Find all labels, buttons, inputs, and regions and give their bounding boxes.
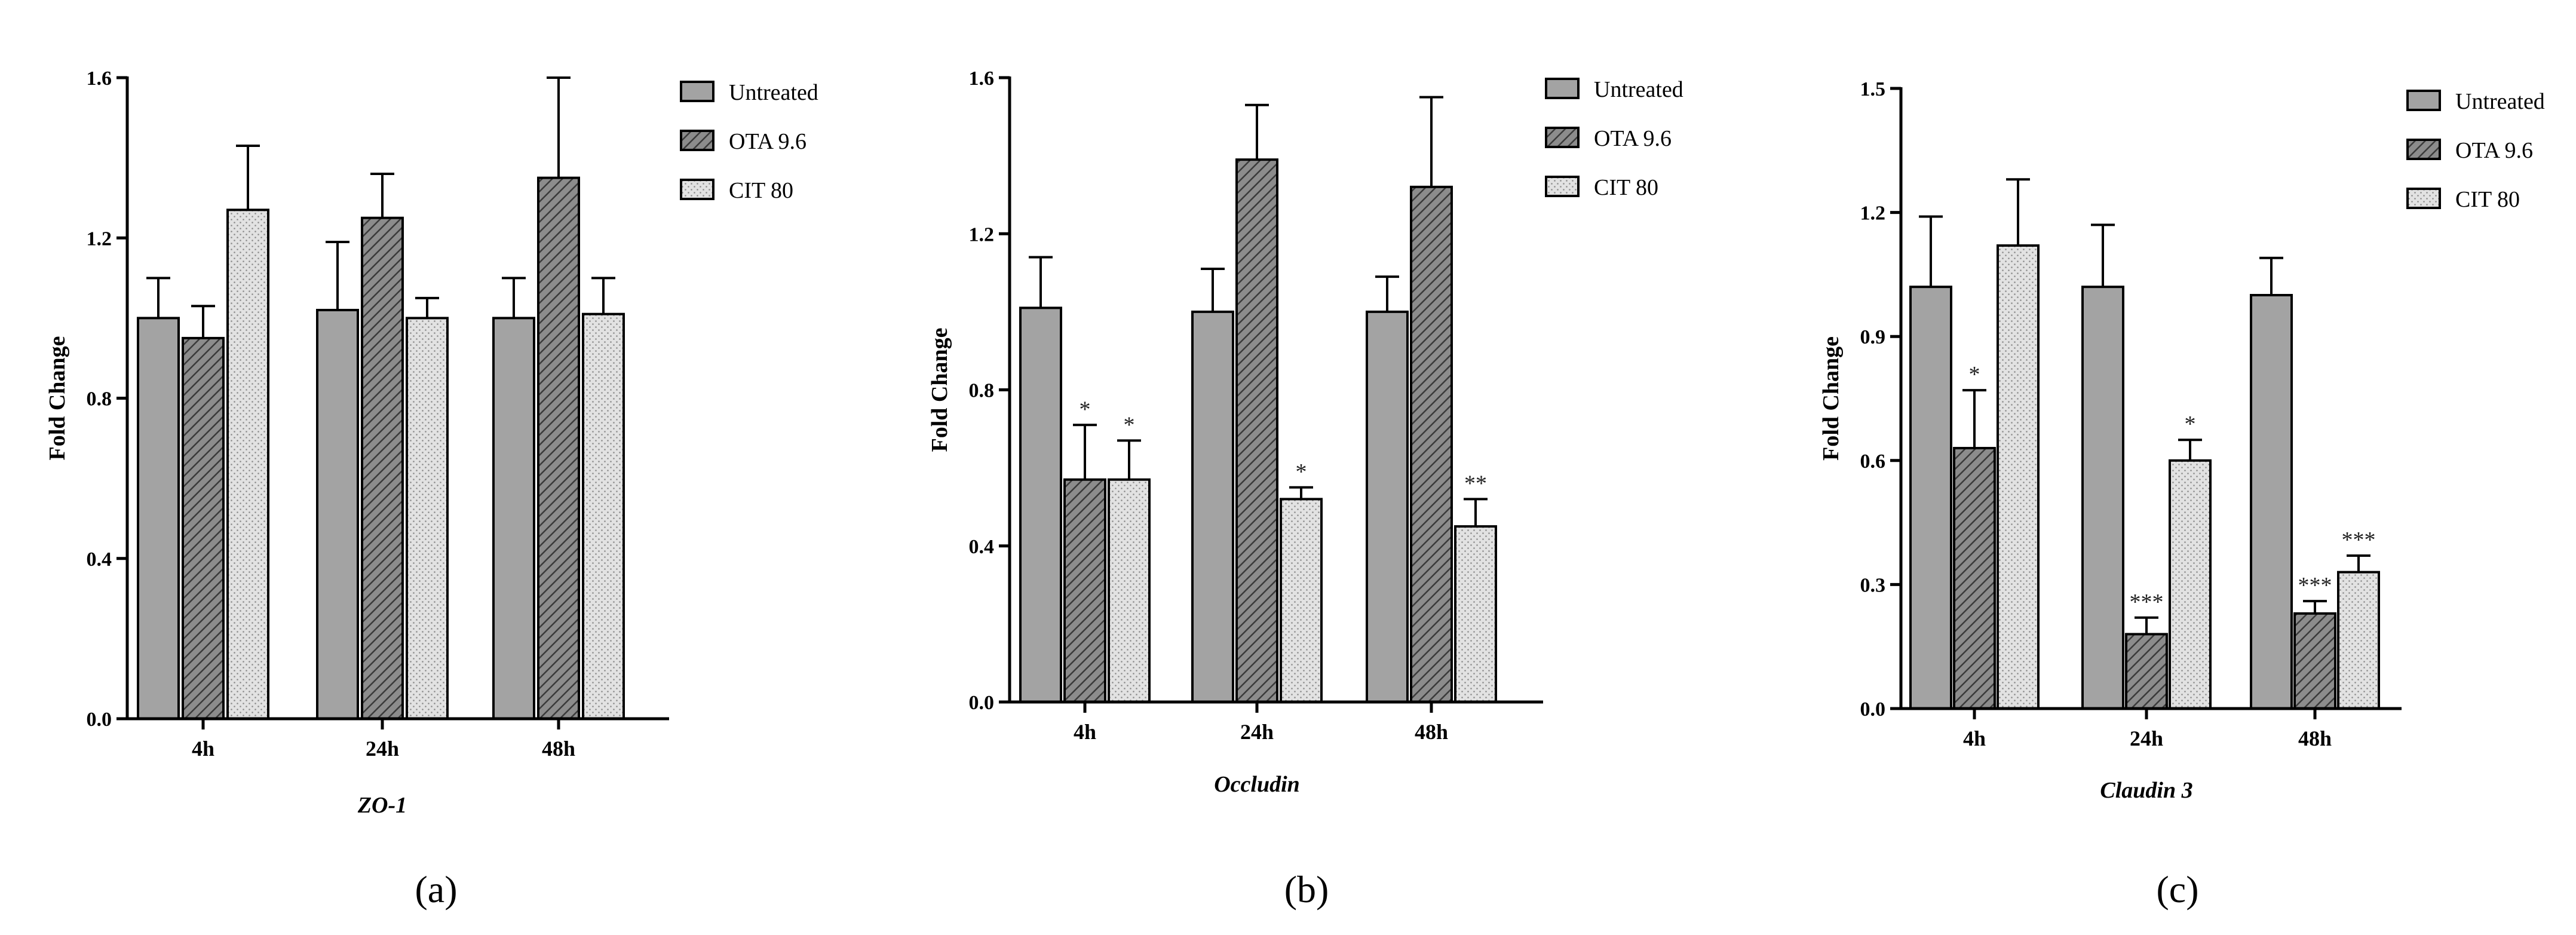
legend-label-untreated: Untreated (729, 80, 818, 105)
x-tick-label: 48h (1415, 720, 1448, 744)
significance-marker: * (1124, 412, 1135, 437)
bar-c-ota-4h (1953, 447, 1996, 710)
chart-panel-a: 0.0 0.4 0.8 1.2 1.6 4h 24h 48h Fold Change ZO-1 Un… (45, 68, 818, 911)
bar-a-cit-24h (406, 317, 449, 720)
legend-a: Untreated OTA 9.6 CIT 80 (680, 80, 818, 203)
y-axis-label: Fold Change (1818, 336, 1844, 461)
legend-swatch-ota (1545, 127, 1580, 148)
bar-c-untreated-4h (1909, 286, 1952, 710)
y-tick-label: 1.2 (1860, 203, 1886, 225)
y-tick-label: 0.0 (969, 692, 995, 714)
bar-a-ota-48h (537, 176, 580, 720)
x-tick-label: 24h (1240, 720, 1274, 744)
bar-c-cit-4h (1997, 244, 2040, 710)
x-axis-label: Occludin (1214, 772, 1300, 797)
y-tick-label: 0.4 (969, 536, 995, 558)
y-tick-label: 0.0 (87, 709, 112, 731)
legend-label-untreated: Untreated (2455, 89, 2545, 114)
significance-marker: * (1296, 459, 1307, 485)
x-tick-label: 4h (1963, 726, 1986, 750)
bar-c-untreated-24h (2081, 286, 2124, 710)
y-tick-label: 1.6 (87, 68, 112, 90)
panel-label-b: (b) (1284, 868, 1329, 911)
bar-c-cit-24h (2169, 459, 2212, 710)
bar-b-ota-48h (1410, 185, 1453, 703)
legend-label-cit: CIT 80 (2455, 187, 2520, 212)
legend-label-cit: CIT 80 (1594, 175, 1658, 200)
bar-b-ota-24h (1235, 158, 1278, 703)
y-tick-label: 1.6 (969, 68, 995, 90)
x-tick-label: 48h (2298, 726, 2332, 750)
x-tick-label: 48h (542, 737, 575, 761)
bar-c-cit-48h (2337, 571, 2380, 710)
panel-label-a: (a) (415, 868, 457, 911)
y-axis-label: Fold Change (45, 336, 70, 461)
y-tick-label: 0.4 (87, 548, 112, 571)
x-axis-label: ZO-1 (357, 793, 407, 818)
y-tick-label: 1.2 (969, 223, 995, 246)
panel-label-c: (c) (2156, 868, 2198, 911)
legend-b: Untreated OTA 9.6 CIT 80 (1545, 77, 1683, 200)
y-tick-label: 0.3 (1860, 574, 1886, 596)
bar-a-untreated-24h (316, 308, 359, 720)
legend-label-untreated: Untreated (1594, 77, 1683, 102)
legend-swatch-ota (680, 130, 714, 151)
bar-a-ota-24h (361, 216, 404, 720)
bar-b-ota-4h (1063, 478, 1106, 703)
panels: 0.0 0.4 0.8 1.2 1.6 4h 24h 48h Fold Change ZO-1 Un… (45, 68, 2545, 911)
significance-marker: * (2185, 412, 2196, 437)
x-tick-label: 4h (192, 737, 214, 761)
significance-marker: *** (2298, 573, 2332, 598)
y-tick-label: 0.8 (969, 380, 995, 402)
legend-label-cit: CIT 80 (729, 178, 793, 203)
bar-a-untreated-4h (137, 317, 180, 720)
chart-panel-c: ***********0.00.30.60.91.21.54h 24h 48hFol… (1818, 78, 2545, 911)
y-axis-label: Fold Change (927, 328, 952, 452)
bar-a-cit-4h (226, 209, 269, 720)
bar-b-untreated-48h (1366, 310, 1409, 703)
significance-marker: ** (1464, 471, 1487, 496)
legend-swatch-untreated (1545, 78, 1580, 99)
y-tick-label: 0.6 (1860, 450, 1886, 473)
bar-b-untreated-4h (1019, 306, 1062, 703)
x-axis-label: Claudin 3 (2100, 778, 2192, 803)
x-tick-label: 24h (2130, 726, 2163, 750)
bar-a-ota-4h (182, 336, 225, 720)
y-tick-label: 1.5 (1860, 78, 1886, 100)
bar-c-ota-48h (2293, 612, 2336, 710)
y-tick-label: 0.8 (87, 388, 112, 410)
significance-marker: *** (2130, 590, 2164, 615)
legend-c: Untreated OTA 9.6 CIT 80 (2406, 89, 2545, 212)
significance-marker: * (1969, 362, 1980, 387)
bar-b-cit-4h (1108, 478, 1151, 703)
significance-marker: * (1080, 397, 1091, 422)
legend-label-ota: OTA 9.6 (729, 129, 806, 154)
bar-c-untreated-48h (2250, 294, 2293, 710)
x-tick-label: 4h (1074, 720, 1096, 744)
x-tick-label: 24h (366, 737, 399, 761)
legend-swatch-ota (2406, 139, 2441, 160)
bar-a-cit-48h (582, 312, 625, 720)
legend-swatch-untreated (2406, 90, 2441, 111)
bar-a-untreated-48h (492, 317, 535, 720)
legend-label-ota: OTA 9.6 (2455, 138, 2533, 163)
bar-b-cit-24h (1280, 498, 1323, 703)
y-tick-label: 1.2 (87, 228, 112, 250)
bar-b-cit-48h (1454, 525, 1497, 703)
legend-swatch-cit (1545, 176, 1580, 197)
legend-label-ota: OTA 9.6 (1594, 126, 1672, 151)
y-tick-label: 0.0 (1860, 698, 1886, 721)
legend-swatch-cit (2406, 188, 2441, 209)
legend-swatch-cit (680, 179, 714, 200)
bar-c-ota-24h (2125, 633, 2168, 710)
significance-marker: *** (2342, 528, 2376, 553)
legend-swatch-untreated (680, 81, 714, 102)
y-tick-label: 0.9 (1860, 326, 1886, 348)
bar-b-untreated-24h (1191, 310, 1234, 703)
